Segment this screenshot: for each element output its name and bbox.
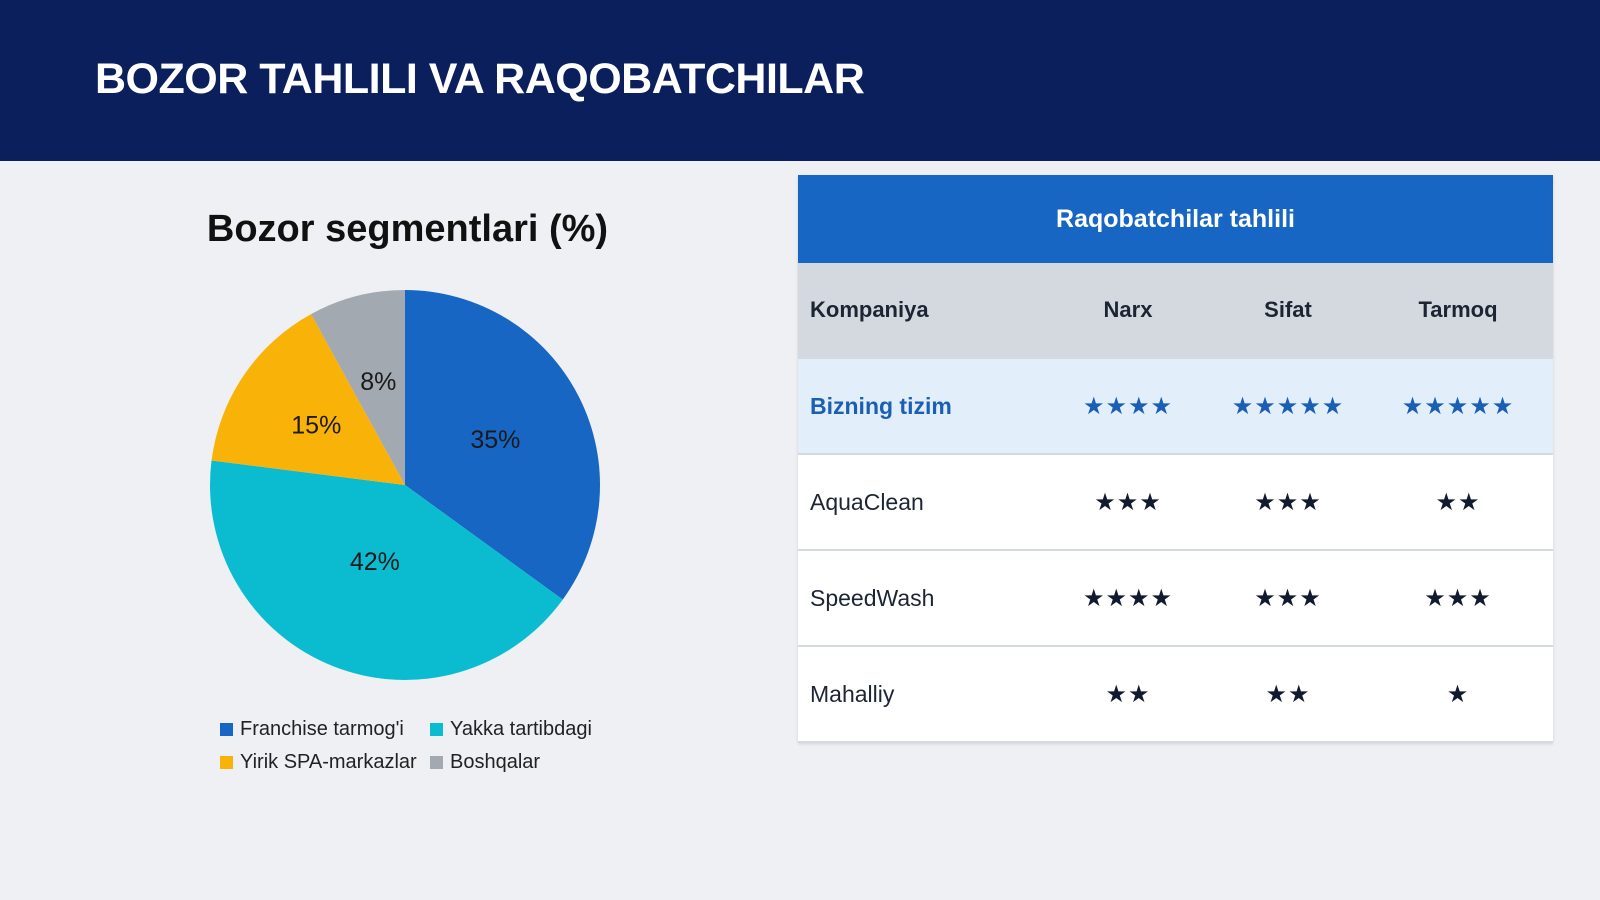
legend-label: Boshqalar <box>450 751 541 773</box>
col-header-tarmoq: Tarmoq <box>1418 297 1498 322</box>
table-title: Raqobatchilar tahlili <box>798 175 1553 263</box>
legend-item-franchise: Franchise tarmog'i <box>220 718 430 741</box>
rating-narx: ★★★★ <box>1082 584 1174 612</box>
rating-tarmoq: ★★ <box>1435 488 1481 516</box>
col-header-narx: Narx <box>1103 297 1153 322</box>
pie-slice-boshqalar <box>311 290 405 485</box>
competitor-table: Raqobatchilar tahlili Kompaniya Narx Sif… <box>798 175 1553 743</box>
legend-item-yakka: Yakka tartibdagi <box>430 718 620 741</box>
pie-slice-yakka <box>210 460 563 680</box>
company-name: Bizning tizim <box>810 392 952 419</box>
header-bar: BOZOR TAHLILI VA RAQOBATCHILAR <box>0 0 1600 161</box>
col-header-kompaniya: Kompaniya <box>810 297 929 322</box>
table-header-row: Kompaniya Narx Sifat Tarmoq <box>798 263 1553 359</box>
pie-slice-franchise <box>405 290 600 600</box>
pie-label-yakka: 42% <box>350 548 400 576</box>
rating-tarmoq: ★★★ <box>1424 584 1492 612</box>
company-name: AquaClean <box>810 488 924 515</box>
table-row: Bizning tizim ★★★★ ★★★★★ ★★★★★ <box>798 359 1553 455</box>
rating-tarmoq: ★ <box>1446 680 1470 708</box>
legend-item-spa: Yirik SPA-markazlar <box>220 751 430 774</box>
company-name: SpeedWash <box>810 584 935 611</box>
legend-label: Yirik SPA-markazlar <box>240 751 417 773</box>
legend-swatch <box>220 723 233 736</box>
legend-swatch <box>430 723 443 736</box>
rating-sifat: ★★★ <box>1254 584 1322 612</box>
rating-narx: ★★ <box>1105 680 1151 708</box>
legend-swatch <box>430 756 443 769</box>
page-title: BOZOR TAHLILI VA RAQOBATCHILAR <box>95 55 865 103</box>
rating-narx: ★★★★ <box>1082 392 1174 420</box>
table-row: Mahalliy ★★ ★★ ★ <box>798 647 1553 743</box>
rating-narx: ★★★ <box>1094 488 1162 516</box>
legend-label: Yakka tartibdagi <box>450 718 592 740</box>
rating-sifat: ★★★★★ <box>1231 392 1345 420</box>
company-name: Mahalliy <box>810 680 895 707</box>
pie-slice-spa <box>211 314 405 485</box>
legend-item-boshqalar: Boshqalar <box>430 751 620 774</box>
chart-title: Bozor segmentlari (%) <box>206 208 609 250</box>
pie-label-spa: 15% <box>291 412 341 440</box>
chart-legend: Franchise tarmog'i Yakka tartibdagi Yiri… <box>220 718 620 774</box>
pie-label-boshqalar: 8% <box>360 368 396 396</box>
legend-label: Franchise tarmog'i <box>240 718 404 740</box>
col-header-sifat: Sifat <box>1264 297 1312 322</box>
rating-sifat: ★★ <box>1265 680 1311 708</box>
table-row: AquaClean ★★★ ★★★ ★★ <box>798 455 1553 551</box>
rating-tarmoq: ★★★★★ <box>1401 392 1515 420</box>
legend-swatch <box>220 756 233 769</box>
table-row: SpeedWash ★★★★ ★★★ ★★★ <box>798 551 1553 647</box>
pie-label-franchise: 35% <box>470 426 520 454</box>
pie-chart: 35% 42% 15% 8% <box>210 290 600 680</box>
rating-sifat: ★★★ <box>1254 488 1322 516</box>
